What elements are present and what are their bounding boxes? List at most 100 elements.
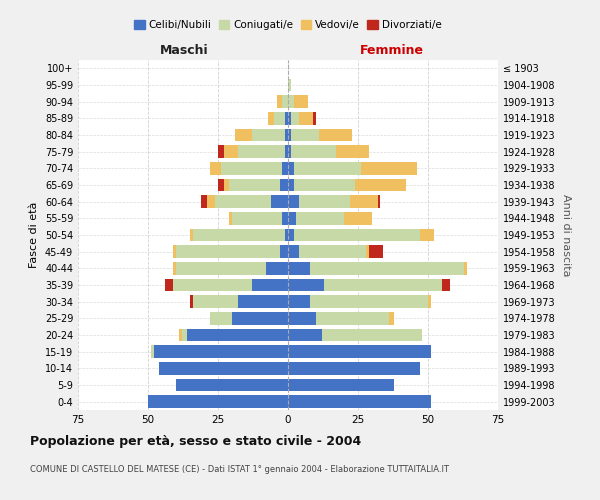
Bar: [419, 229, 434, 241]
Bar: [291, 129, 319, 141]
Bar: [288, 146, 291, 158]
Text: Popolazione per età, sesso e stato civile - 2004: Popolazione per età, sesso e stato civil…: [30, 435, 361, 448]
Bar: [369, 246, 383, 258]
Bar: [277, 96, 283, 108]
Bar: [335, 146, 369, 158]
Bar: [224, 179, 229, 192]
Bar: [344, 212, 372, 224]
Bar: [154, 346, 288, 358]
Bar: [464, 262, 467, 274]
Bar: [293, 162, 361, 174]
Bar: [291, 146, 335, 158]
Bar: [293, 96, 308, 108]
Bar: [283, 212, 288, 224]
Bar: [288, 246, 299, 258]
Bar: [224, 146, 238, 158]
Bar: [293, 229, 419, 241]
Bar: [288, 279, 325, 291]
Bar: [310, 262, 464, 274]
Bar: [325, 279, 442, 291]
Bar: [288, 179, 293, 192]
Bar: [238, 296, 288, 308]
Bar: [361, 162, 417, 174]
Bar: [173, 246, 176, 258]
Bar: [176, 246, 280, 258]
Bar: [218, 146, 224, 158]
Bar: [288, 112, 291, 124]
Bar: [283, 96, 288, 108]
Bar: [377, 196, 380, 208]
Y-axis label: Fasce di età: Fasce di età: [29, 202, 39, 268]
Bar: [313, 112, 316, 124]
Text: COMUNE DI CASTELLO DEL MATESE (CE) - Dati ISTAT 1° gennaio 2004 - Elaborazione T: COMUNE DI CASTELLO DEL MATESE (CE) - Dat…: [30, 465, 449, 474]
Bar: [251, 129, 285, 141]
Bar: [291, 112, 299, 124]
Bar: [285, 229, 288, 241]
Bar: [209, 162, 221, 174]
Bar: [268, 112, 274, 124]
Legend: Celibi/Nubili, Coniugati/e, Vedovi/e, Divorziati/e: Celibi/Nubili, Coniugati/e, Vedovi/e, Di…: [130, 16, 446, 34]
Bar: [190, 229, 193, 241]
Bar: [322, 329, 422, 341]
Bar: [190, 296, 193, 308]
Bar: [235, 129, 251, 141]
Bar: [229, 212, 232, 224]
Bar: [274, 112, 285, 124]
Bar: [201, 196, 207, 208]
Bar: [238, 146, 285, 158]
Y-axis label: Anni di nascita: Anni di nascita: [561, 194, 571, 276]
Bar: [148, 396, 288, 408]
Bar: [251, 279, 288, 291]
Bar: [176, 379, 288, 391]
Bar: [179, 329, 182, 341]
Bar: [310, 296, 428, 308]
Bar: [173, 279, 251, 291]
Bar: [288, 129, 291, 141]
Bar: [299, 196, 350, 208]
Bar: [271, 196, 288, 208]
Bar: [288, 96, 293, 108]
Bar: [266, 262, 288, 274]
Bar: [288, 162, 293, 174]
Bar: [288, 379, 394, 391]
Bar: [229, 179, 280, 192]
Bar: [288, 212, 296, 224]
Bar: [296, 212, 344, 224]
Bar: [288, 296, 310, 308]
Bar: [293, 179, 355, 192]
Bar: [280, 246, 288, 258]
Bar: [173, 262, 176, 274]
Bar: [288, 396, 431, 408]
Bar: [319, 129, 352, 141]
Bar: [218, 179, 224, 192]
Bar: [285, 112, 288, 124]
Bar: [182, 329, 187, 341]
Bar: [151, 346, 154, 358]
Bar: [165, 279, 173, 291]
Bar: [299, 112, 313, 124]
Bar: [221, 162, 283, 174]
Bar: [283, 162, 288, 174]
Bar: [288, 329, 322, 341]
Bar: [355, 179, 406, 192]
Bar: [232, 212, 283, 224]
Bar: [288, 229, 293, 241]
Bar: [350, 196, 377, 208]
Text: Maschi: Maschi: [160, 44, 209, 57]
Bar: [232, 312, 288, 324]
Bar: [288, 262, 310, 274]
Bar: [280, 179, 288, 192]
Bar: [176, 262, 266, 274]
Text: Femmine: Femmine: [359, 44, 424, 57]
Bar: [288, 312, 316, 324]
Bar: [316, 312, 389, 324]
Bar: [215, 196, 271, 208]
Bar: [442, 279, 451, 291]
Bar: [193, 229, 285, 241]
Bar: [159, 362, 288, 374]
Bar: [285, 129, 288, 141]
Bar: [389, 312, 394, 324]
Bar: [288, 79, 291, 92]
Bar: [367, 246, 369, 258]
Bar: [193, 296, 238, 308]
